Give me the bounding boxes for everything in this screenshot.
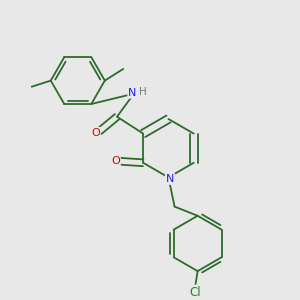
Text: O: O (91, 128, 100, 138)
Text: O: O (111, 156, 120, 166)
Text: Cl: Cl (189, 286, 201, 298)
Text: N: N (128, 88, 136, 98)
Text: H: H (139, 87, 146, 97)
Text: N: N (166, 174, 174, 184)
